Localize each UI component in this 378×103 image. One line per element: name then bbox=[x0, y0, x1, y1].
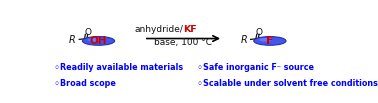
Text: Readily available materials: Readily available materials bbox=[60, 63, 183, 72]
Text: KF: KF bbox=[183, 25, 197, 34]
Text: ◦: ◦ bbox=[197, 79, 203, 89]
Text: base, 100 °C: base, 100 °C bbox=[155, 38, 212, 47]
Circle shape bbox=[254, 37, 286, 45]
Text: ◦: ◦ bbox=[53, 79, 59, 89]
Text: Safe inorganic F⁻ source: Safe inorganic F⁻ source bbox=[203, 63, 314, 72]
Text: ◦: ◦ bbox=[197, 63, 203, 73]
Text: Broad scope: Broad scope bbox=[60, 79, 115, 88]
Text: R: R bbox=[240, 35, 247, 45]
Text: OH: OH bbox=[90, 36, 107, 46]
Circle shape bbox=[82, 37, 115, 45]
Text: O: O bbox=[84, 28, 91, 37]
Circle shape bbox=[259, 38, 273, 42]
Text: O: O bbox=[256, 28, 263, 37]
Text: F: F bbox=[266, 36, 274, 46]
Text: anhydride/: anhydride/ bbox=[135, 25, 183, 34]
Text: R: R bbox=[69, 35, 76, 45]
Text: Scalable under solvent free conditions: Scalable under solvent free conditions bbox=[203, 79, 378, 88]
Text: ◦: ◦ bbox=[53, 63, 59, 73]
Circle shape bbox=[88, 38, 101, 42]
